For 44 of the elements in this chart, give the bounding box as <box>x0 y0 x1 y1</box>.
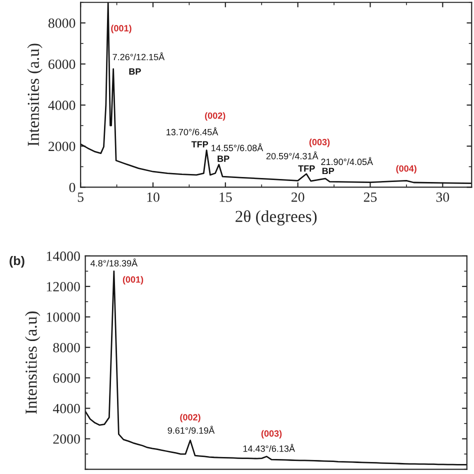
annotation: (004) <box>396 165 416 174</box>
x-tick-label: 5 <box>78 192 84 202</box>
x-tick-label: 20 <box>291 192 304 202</box>
y-tick-label: 10000 <box>46 312 80 322</box>
annotation: 4.8°/18.39Å <box>90 258 138 266</box>
annotation: 21.90°/4.05Å <box>321 157 374 166</box>
annotation: (001) <box>122 276 144 284</box>
text: (b) <box>10 256 24 268</box>
y-tick-label: 0 <box>69 182 76 192</box>
x-tick-label: 30 <box>436 192 450 202</box>
annotation: (003) <box>309 138 330 148</box>
line-series <box>80 2 472 184</box>
line-series <box>85 270 467 466</box>
annotation: 7.26°/12.15Å <box>112 52 165 60</box>
y-tick-label: 12000 <box>46 282 80 292</box>
annotation: 13.70°/6.45Å <box>166 127 218 136</box>
y-axis-title: Intensities (a.u) <box>25 312 40 414</box>
y-tick-label: 4000 <box>52 404 80 414</box>
y-tick-label: 8000 <box>53 342 80 352</box>
y-tick-label: 2000 <box>53 434 80 444</box>
y-tick-label: 8000 <box>48 18 76 28</box>
x-axis-title: 2θ (degrees) <box>236 210 317 226</box>
y-tick-label: 6000 <box>53 373 80 383</box>
annotation: BP <box>129 68 141 75</box>
annotation: BP <box>218 156 230 162</box>
y-tick-label: 14000 <box>46 252 80 261</box>
annotation: (001) <box>111 24 132 34</box>
annotation: 14.55°/6.08Å <box>212 143 264 152</box>
annotation: 9.61°/9.19Å <box>168 426 215 434</box>
annotation: (003) <box>261 430 282 438</box>
y-tick-label: 4000 <box>48 100 76 110</box>
x-tick-label: 10 <box>147 192 160 202</box>
y-tick-label: 6000 <box>48 60 76 69</box>
annotation: 20.59°/4.31Å <box>266 151 318 160</box>
y-tick-label: 2000 <box>48 142 76 152</box>
y-axis-title: Intensities (a.u) <box>27 44 42 146</box>
annotation: (002) <box>180 414 200 422</box>
annotation: (002) <box>205 112 226 121</box>
x-tick-label: 25 <box>364 192 377 202</box>
annotation: TFP <box>298 165 315 172</box>
annotation: 14.43°/6.13Å <box>243 444 295 452</box>
x-tick-label: 15 <box>220 192 232 202</box>
annotation: BP <box>322 168 334 174</box>
annotation: TFP <box>191 141 208 148</box>
